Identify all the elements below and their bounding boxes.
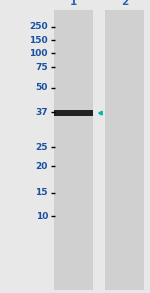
Text: 100: 100 xyxy=(30,49,48,58)
Text: 50: 50 xyxy=(36,84,48,92)
Text: 25: 25 xyxy=(36,143,48,151)
Text: 75: 75 xyxy=(35,63,48,72)
FancyBboxPatch shape xyxy=(54,10,93,290)
Text: 15: 15 xyxy=(36,188,48,197)
FancyBboxPatch shape xyxy=(105,10,144,290)
Text: 37: 37 xyxy=(35,108,48,117)
Text: 2: 2 xyxy=(121,0,128,7)
Text: 20: 20 xyxy=(36,162,48,171)
Text: 150: 150 xyxy=(29,36,48,45)
Text: 250: 250 xyxy=(29,23,48,31)
FancyBboxPatch shape xyxy=(54,110,93,116)
Text: 10: 10 xyxy=(36,212,48,221)
Text: 1: 1 xyxy=(70,0,77,7)
